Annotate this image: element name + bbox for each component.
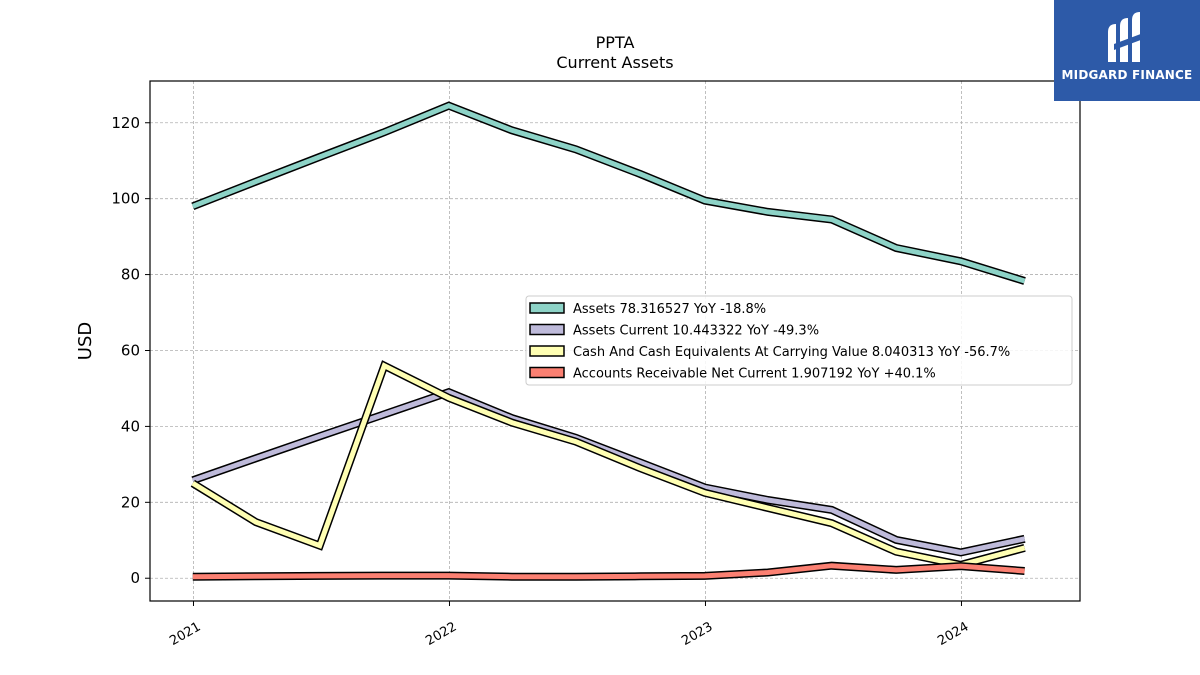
grid (150, 81, 1080, 601)
midgard-m-icon (1108, 12, 1146, 62)
x-tick-label: 2021 (167, 619, 203, 649)
y-tick-label: 80 (121, 266, 140, 284)
y-axis-label: USD (75, 322, 96, 360)
x-tick-label: 2022 (423, 619, 459, 649)
legend-entry: Assets 78.316527 YoY -18.8% (573, 302, 766, 317)
y-tick-label: 100 (111, 190, 140, 208)
legend: Assets 78.316527 YoY -18.8% Assets Curren… (525, 295, 1073, 386)
chart-subtitle: Current Assets (556, 53, 673, 72)
series-2 (191, 387, 1026, 557)
x-tick-label: 2024 (935, 619, 971, 649)
legend-entry: Assets Current 10.443322 YoY -49.3% (573, 324, 819, 339)
legend-entry: Accounts Receivable Net Current 1.907192… (573, 367, 936, 382)
brand-logo: MIDGARD FINANCE (1054, 0, 1200, 101)
series-1 (191, 101, 1026, 285)
legend-swatch (529, 345, 565, 357)
legend-box (525, 295, 1073, 386)
legend-swatch (529, 366, 565, 379)
y-tick-label: 120 (111, 114, 140, 132)
series-line (191, 389, 1026, 555)
y-tick-label: 40 (121, 417, 140, 435)
legend-swatch (529, 323, 565, 336)
y-tick-label: 60 (121, 341, 140, 359)
legend-swatch (529, 302, 565, 314)
series-4 (192, 561, 1025, 581)
series-line (192, 563, 1025, 580)
series-3 (190, 360, 1026, 570)
series-line-outline (191, 101, 1026, 285)
series-line (191, 103, 1026, 284)
x-tick-label: 2023 (679, 619, 715, 649)
y-tick-label: 20 (121, 493, 140, 511)
series-line-outline (191, 387, 1026, 557)
series-line (191, 362, 1026, 568)
series-line-outline (190, 360, 1026, 570)
series-layer (190, 101, 1026, 581)
y-tick-label: 0 (130, 569, 140, 587)
brand-logo-text: MIDGARD FINANCE (1061, 68, 1193, 82)
chart-title: PPTA (596, 33, 635, 52)
plot-frame (149, 80, 1081, 602)
legend-entry: Cash And Cash Equivalents At Carrying Va… (573, 345, 1010, 360)
